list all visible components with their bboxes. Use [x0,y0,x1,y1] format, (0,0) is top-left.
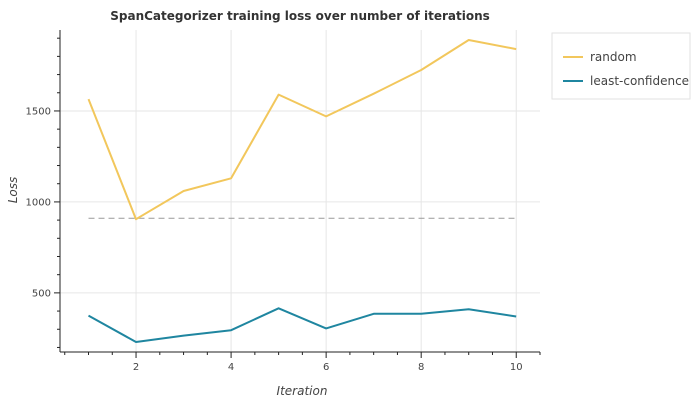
legend-box [551,32,691,100]
y-tick-label: 1000 [26,197,51,208]
legend: random least-confidence [551,32,691,100]
x-tick-label: 8 [418,362,424,373]
series-line-random [87,39,517,221]
x-axis-label: Iteration [277,384,328,398]
x-tick-label: 2 [133,362,139,373]
y-tick-label: 1500 [26,106,51,117]
chart-title: SpanCategorizer training loss over numbe… [110,9,490,23]
series-layer [87,39,517,343]
y-axis-label: Loss [6,177,20,204]
series-line-least-confidence [88,307,517,343]
legend-label-random: random [590,50,637,64]
x-tick-label: 10 [510,362,523,373]
axes: 2 4 6 8 10 500 1000 1500 [26,30,541,373]
x-tick-label: 6 [323,362,329,373]
legend-label-least-confidence: least-confidence [590,74,689,88]
grid [60,30,540,352]
y-tick-label: 500 [32,288,51,299]
x-tick-label: 4 [228,362,234,373]
